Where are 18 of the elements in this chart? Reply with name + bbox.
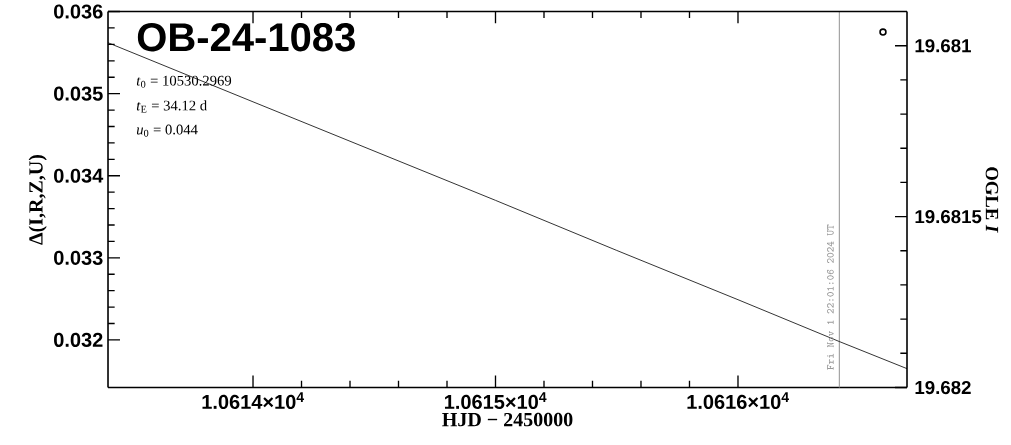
y-tick-label: 0.035: [54, 86, 103, 101]
x-tick-label: 1.0615×10$^{4}$: [444, 392, 547, 410]
y-axis-title: Δ(I,R,Z,U): [28, 155, 47, 245]
annotation: u$_{0}$ = 0.044: [136, 124, 198, 137]
y2-tick-label: 19.6815: [915, 210, 982, 224]
y-tick-label: 0.032: [54, 333, 103, 348]
x-tick-label: 1.0614×10$^{4}$: [202, 392, 305, 410]
y-tick-label: 0.034: [54, 168, 104, 184]
y-tick-label: 0.033: [54, 250, 103, 266]
y-tick-label: 0.036: [54, 4, 103, 19]
y2-tick-label: 19.681: [915, 39, 971, 53]
x-tick-label: 1.0616×10$^{4}$: [687, 392, 789, 410]
y2-tick-label: 19.682: [915, 381, 971, 395]
chart-title: OB-24-1083: [137, 23, 355, 52]
x-axis-title: HJD − 2450000: [442, 413, 573, 427]
y2-axis-title: OGLE I: [985, 167, 999, 233]
annotation: t$_{E}$ = 34.12 d: [136, 100, 207, 113]
annotation: Fri Nov 1 22:01:06 2024 UT: [826, 224, 834, 370]
